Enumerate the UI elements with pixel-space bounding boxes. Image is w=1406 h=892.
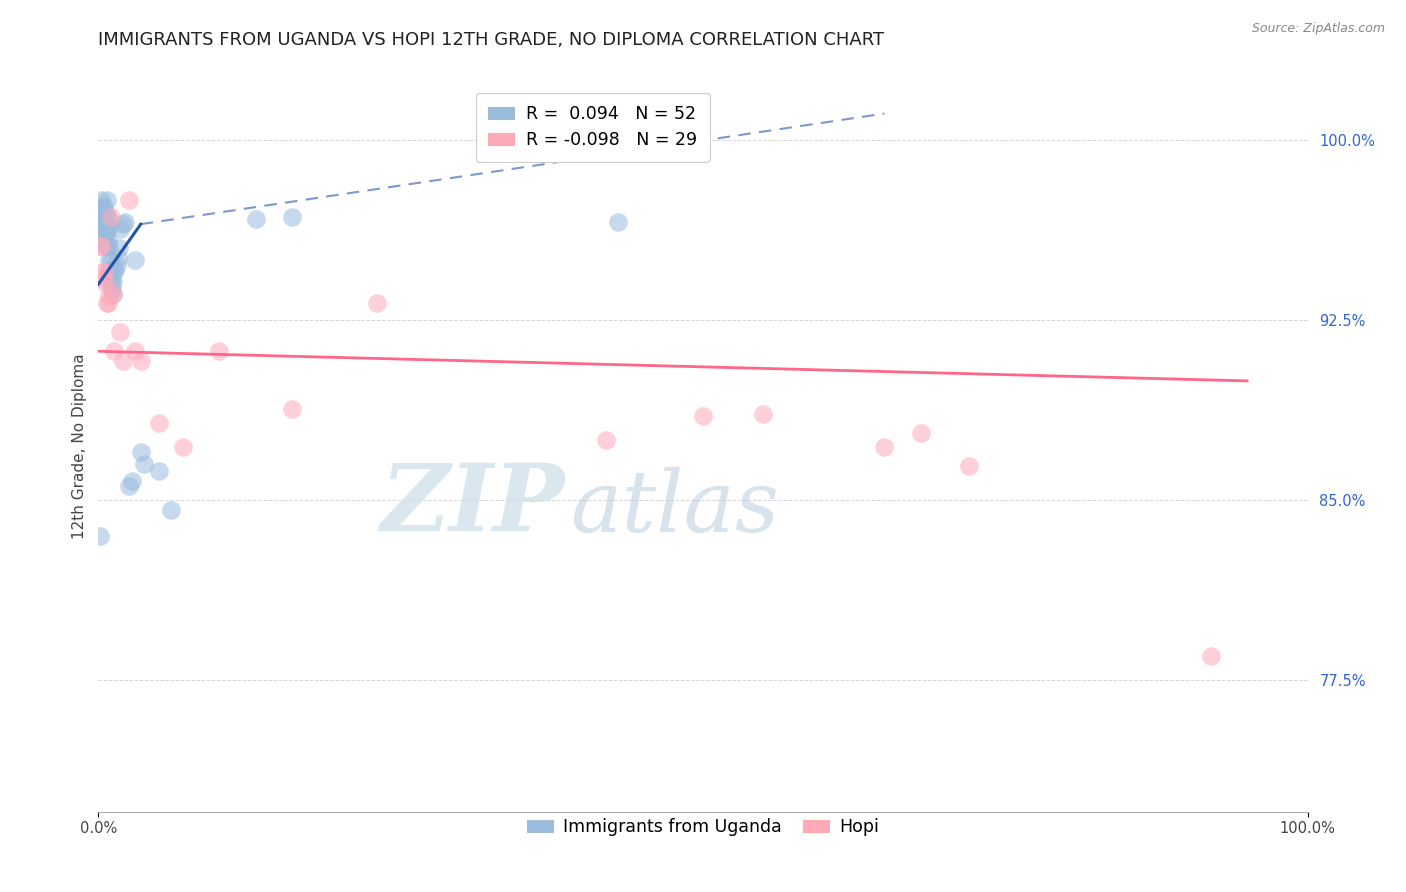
- Point: [93, 265, 115, 279]
- Point: [101, 286, 124, 301]
- Point: [91, 217, 114, 231]
- Point: [96, 239, 118, 253]
- Y-axis label: 12th Grade, No Diploma: 12th Grade, No Diploma: [72, 353, 87, 539]
- Point: [94, 210, 117, 224]
- Point: [148, 464, 170, 478]
- Point: [692, 409, 714, 423]
- Point: [108, 222, 131, 236]
- Point: [108, 241, 131, 255]
- Point: [97, 212, 120, 227]
- Text: ZIP: ZIP: [380, 459, 564, 549]
- Point: [98, 289, 121, 303]
- Point: [100, 269, 122, 284]
- Point: [752, 407, 775, 421]
- Point: [107, 251, 129, 265]
- Point: [148, 416, 170, 430]
- Point: [94, 224, 117, 238]
- Point: [366, 296, 388, 310]
- Point: [1199, 648, 1222, 663]
- Point: [160, 502, 183, 516]
- Point: [90, 239, 112, 253]
- Point: [134, 457, 156, 471]
- Point: [100, 277, 122, 292]
- Point: [595, 433, 617, 447]
- Point: [91, 200, 114, 214]
- Point: [105, 258, 128, 272]
- Point: [91, 265, 114, 279]
- Point: [103, 344, 125, 359]
- Point: [103, 262, 125, 277]
- Point: [100, 282, 122, 296]
- Point: [93, 215, 115, 229]
- Point: [129, 445, 152, 459]
- Point: [93, 200, 115, 214]
- Point: [98, 239, 121, 253]
- Point: [91, 200, 114, 214]
- Point: [124, 344, 146, 359]
- Text: Source: ZipAtlas.com: Source: ZipAtlas.com: [1251, 22, 1385, 36]
- Point: [118, 478, 141, 492]
- Point: [97, 234, 120, 248]
- Point: [93, 229, 115, 244]
- Point: [281, 401, 304, 416]
- Point: [91, 272, 114, 286]
- Point: [93, 234, 115, 248]
- Point: [90, 193, 112, 207]
- Point: [90, 217, 112, 231]
- Point: [104, 262, 127, 277]
- Legend: Immigrants from Uganda, Hopi: Immigrants from Uganda, Hopi: [520, 812, 886, 843]
- Point: [94, 277, 117, 292]
- Point: [98, 262, 121, 277]
- Point: [91, 210, 114, 224]
- Point: [96, 296, 118, 310]
- Point: [129, 354, 152, 368]
- Point: [172, 440, 194, 454]
- Point: [108, 325, 131, 339]
- Point: [124, 253, 146, 268]
- Point: [97, 222, 120, 236]
- Point: [91, 229, 114, 244]
- Point: [89, 239, 111, 253]
- Point: [101, 286, 124, 301]
- Point: [121, 474, 143, 488]
- Text: atlas: atlas: [569, 467, 779, 549]
- Point: [118, 193, 141, 207]
- Point: [91, 234, 114, 248]
- Point: [100, 253, 122, 268]
- Point: [96, 208, 118, 222]
- Point: [89, 529, 111, 543]
- Point: [100, 210, 122, 224]
- Point: [96, 224, 118, 238]
- Point: [607, 215, 630, 229]
- Point: [114, 215, 136, 229]
- Point: [957, 459, 980, 474]
- Point: [97, 269, 120, 284]
- Point: [873, 440, 896, 454]
- Point: [281, 210, 304, 224]
- Point: [101, 275, 124, 289]
- Text: IMMIGRANTS FROM UGANDA VS HOPI 12TH GRADE, NO DIPLOMA CORRELATION CHART: IMMIGRANTS FROM UGANDA VS HOPI 12TH GRAD…: [98, 31, 884, 49]
- Point: [910, 425, 932, 440]
- Point: [96, 193, 118, 207]
- Point: [100, 262, 122, 277]
- Point: [98, 253, 121, 268]
- Point: [111, 217, 134, 231]
- Point: [245, 212, 267, 227]
- Point: [94, 239, 117, 253]
- Point: [111, 354, 134, 368]
- Point: [97, 296, 120, 310]
- Point: [208, 344, 231, 359]
